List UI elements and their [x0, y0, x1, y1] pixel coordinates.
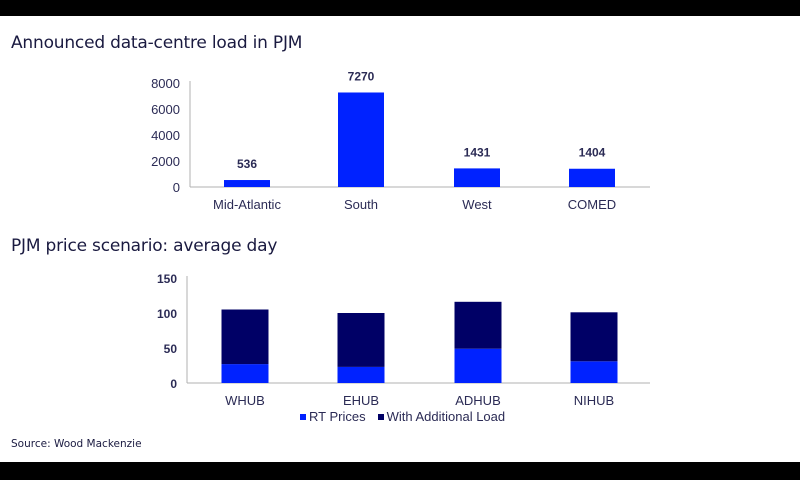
data-label: 1404 — [579, 146, 606, 160]
x-category-label: NIHUB — [574, 393, 614, 408]
bar-segment-nihub-additional-load — [570, 312, 618, 362]
bar-chart-data-centre-load: 0 2000 4000 6000 8000 536 Mid-Atlantic 7270 Sout… — [0, 0, 800, 230]
chart-title-price: PJM price scenario: average day — [11, 236, 278, 256]
y-tick-label: 100 — [157, 307, 177, 321]
y-tick-label: 0 — [170, 377, 177, 391]
y-tick-label: 8000 — [151, 76, 180, 91]
x-category-label: South — [344, 197, 378, 212]
data-label: 7270 — [348, 69, 375, 83]
y-tick-label: 150 — [157, 272, 177, 286]
chart-title-load: Announced data-centre load in PJM — [11, 33, 303, 53]
bar-south — [338, 92, 384, 187]
y-tick-label: 50 — [164, 342, 178, 356]
y-tick-label: 6000 — [151, 102, 180, 117]
bar-segment-whub-rt-prices — [221, 364, 269, 383]
data-label: 536 — [237, 157, 257, 171]
x-category-label: ADHUB — [455, 393, 501, 408]
y-tick-label: 4000 — [151, 128, 180, 143]
data-label: 1431 — [464, 145, 491, 159]
legend-swatch-rt-prices — [300, 413, 306, 420]
top-black-bar — [0, 0, 800, 16]
legend-label-additional-load: With Additional Load — [386, 409, 506, 424]
y-tick-label: 0 — [173, 180, 180, 195]
bar-comed — [569, 168, 615, 187]
bar-segment-whub-additional-load — [221, 309, 269, 365]
y-tick-label: 2000 — [151, 154, 180, 169]
legend-swatch-additional-load — [377, 413, 384, 420]
chart-legend: RT Prices With Additional Load — [300, 409, 505, 424]
stacked-bar-chart-price-scenario: 0 50 100 150 WHUB EHUB ADHUB NIHUB — [157, 272, 650, 408]
x-category-label: West — [462, 197, 492, 212]
x-category-label: WHUB — [225, 393, 265, 408]
legend-item-rt-prices: RT Prices — [300, 409, 366, 424]
bar-mid-atlantic — [224, 180, 270, 187]
bar-segment-ehub-rt-prices — [337, 366, 385, 383]
bar-segment-ehub-additional-load — [337, 313, 385, 367]
bar-segment-nihub-rt-prices — [570, 361, 618, 383]
legend-label-rt-prices: RT Prices — [309, 409, 366, 424]
bar-segment-adhub-rt-prices — [454, 348, 502, 383]
x-category-label: COMED — [568, 197, 616, 212]
x-category-label: EHUB — [343, 393, 379, 408]
bar-segment-adhub-additional-load — [454, 301, 502, 349]
legend-item-additional-load: With Additional Load — [377, 409, 506, 424]
bar-west — [454, 168, 500, 187]
source-note: Source: Wood Mackenzie — [11, 438, 142, 450]
bottom-black-bar — [0, 462, 800, 480]
x-category-label: Mid-Atlantic — [213, 197, 281, 212]
